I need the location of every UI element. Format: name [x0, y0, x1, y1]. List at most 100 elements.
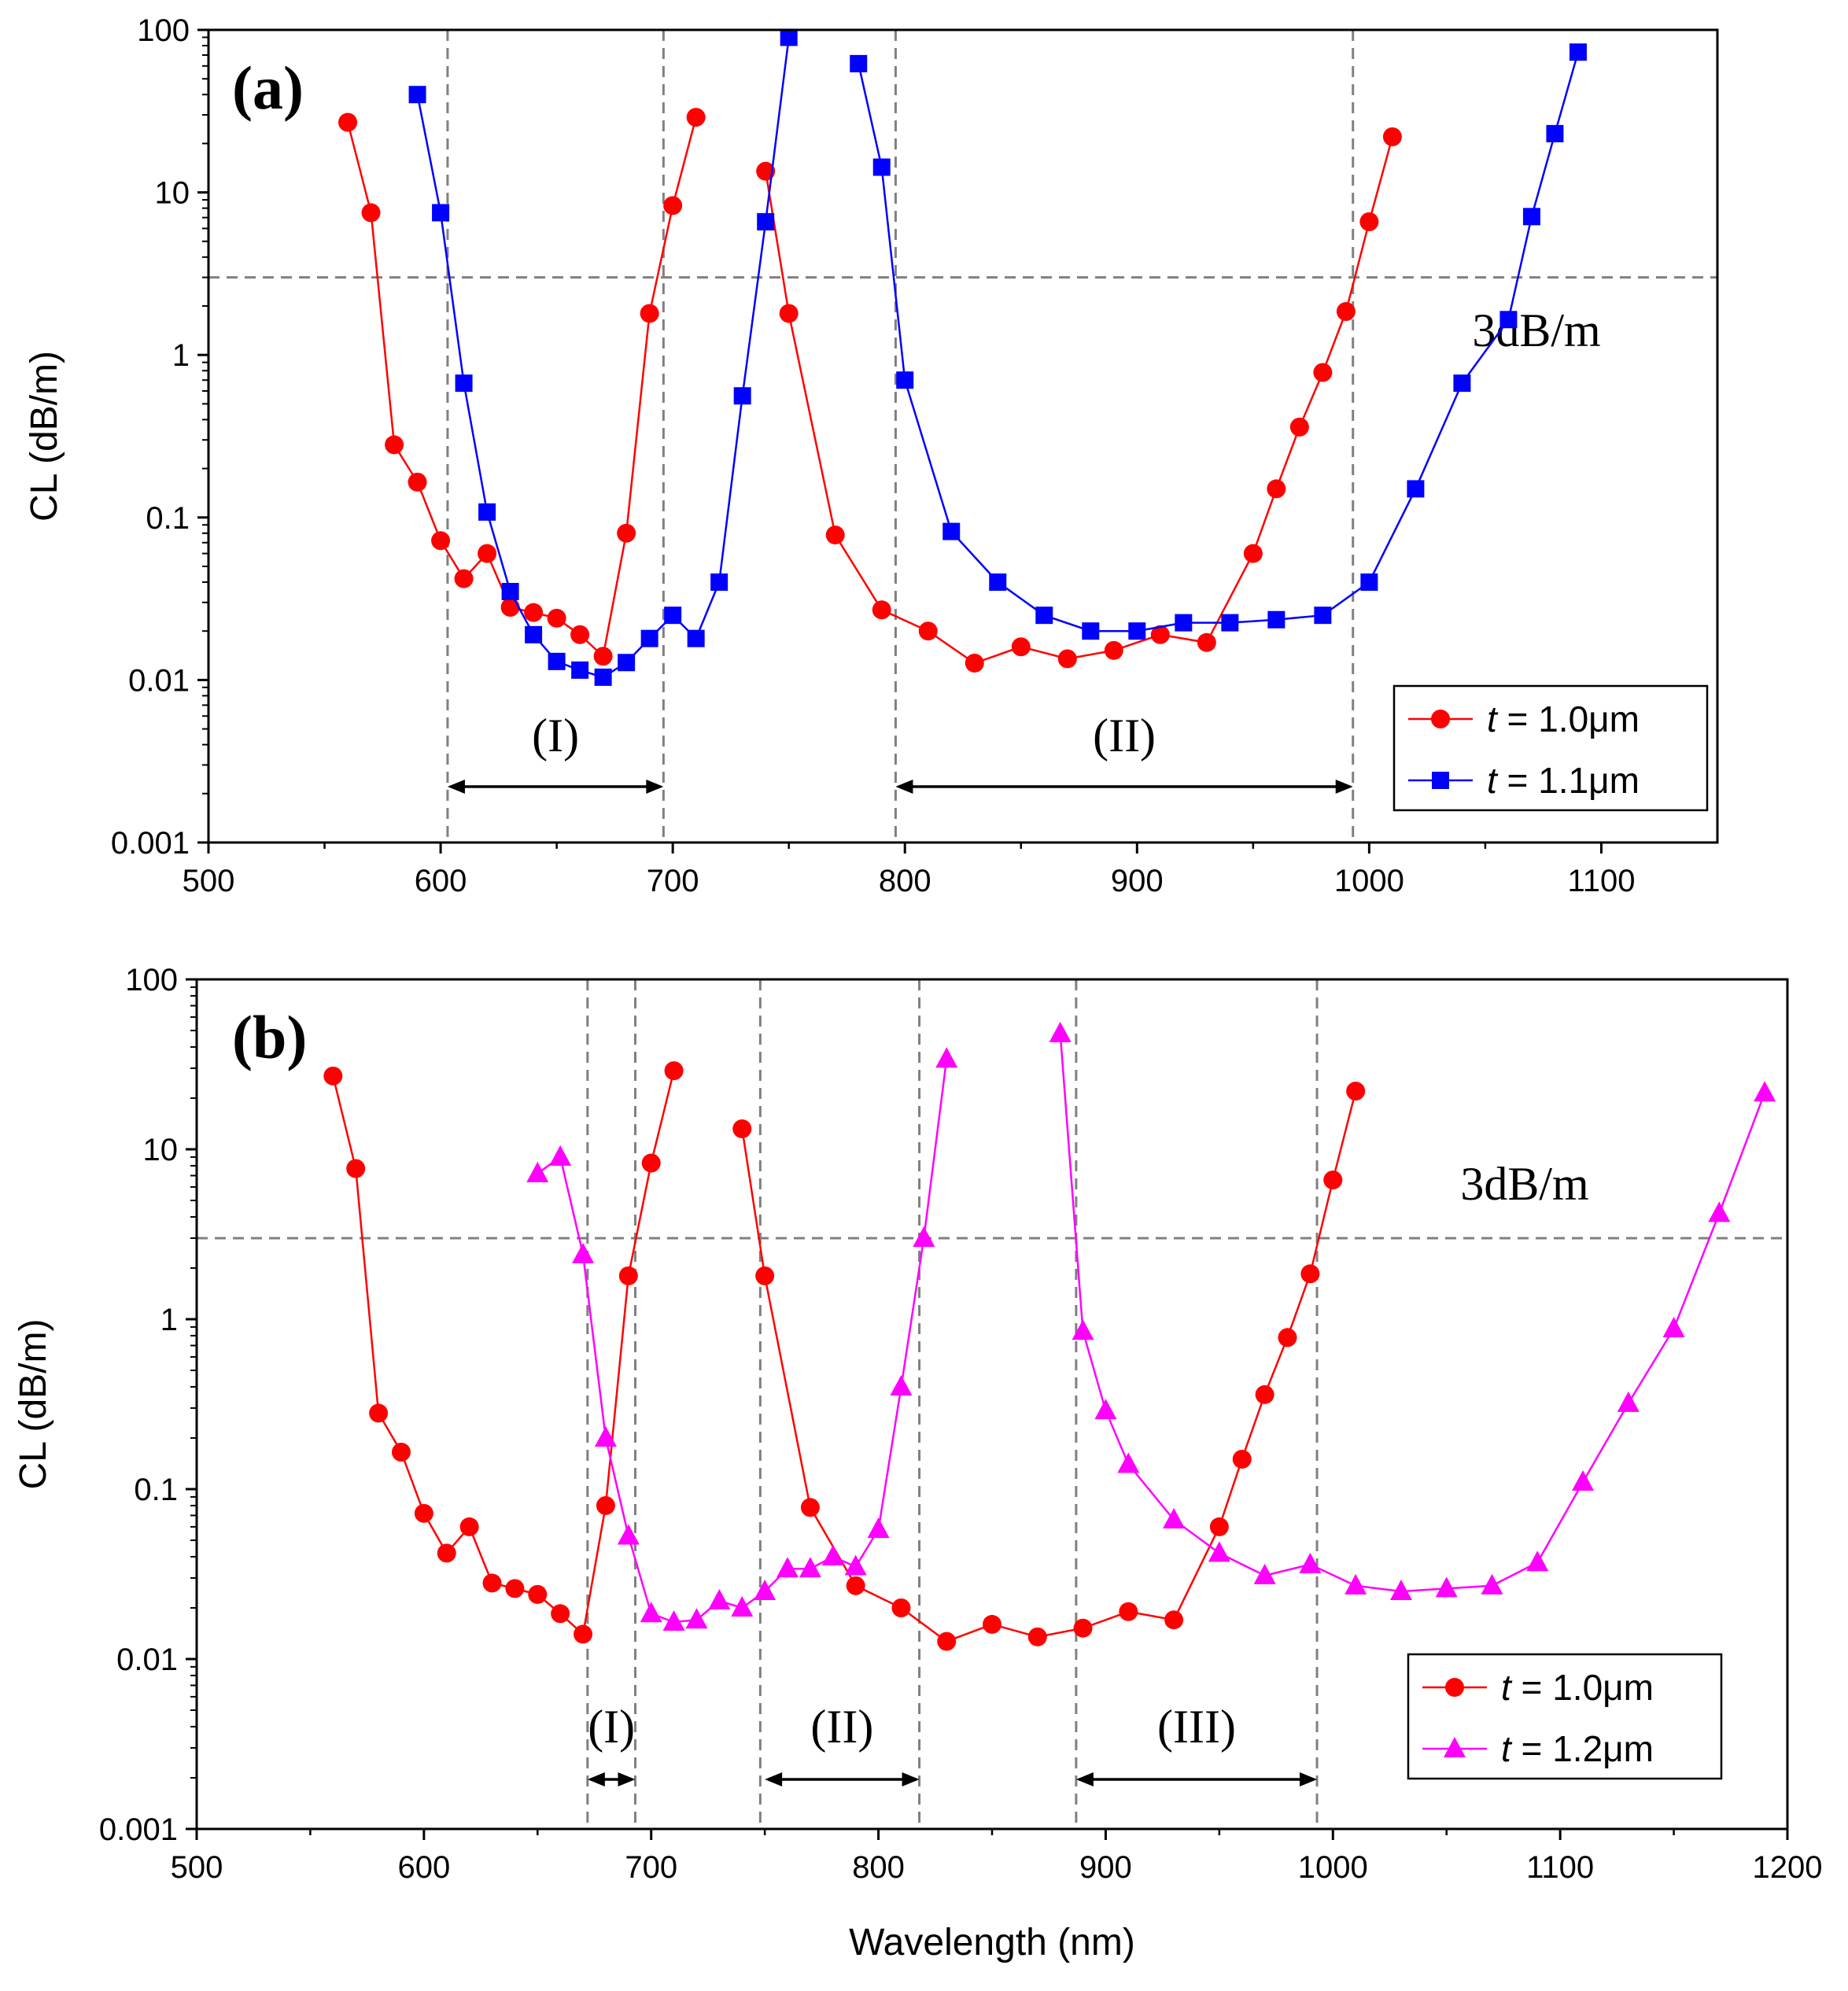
series-1-point	[913, 1226, 935, 1247]
series-0-point	[1243, 544, 1263, 563]
region-arrow-head-right	[618, 1772, 636, 1786]
legend-entry-variable: t	[1501, 1667, 1513, 1708]
series-1-point	[685, 1608, 708, 1629]
series-1-point	[757, 212, 775, 230]
series-1-point	[1163, 1507, 1186, 1528]
legend-box	[1407, 1653, 1723, 1780]
series-1-point	[1314, 607, 1332, 625]
series-1-point	[1617, 1391, 1640, 1412]
series-0-point	[437, 1543, 456, 1563]
y-tick-label: 1	[172, 338, 190, 373]
x-tick-label: 1000	[1298, 1850, 1368, 1885]
x-tick-label: 500	[171, 1850, 223, 1885]
legend-marker	[1445, 1678, 1464, 1697]
legend-entry-value: = 1.0μm	[1497, 699, 1640, 739]
series-1-point	[664, 607, 682, 625]
series-0-point	[686, 108, 706, 127]
series-1-point	[1175, 614, 1193, 632]
series-1-point	[754, 1580, 776, 1601]
series-1-point	[1299, 1552, 1322, 1573]
x-tick-label: 1000	[1334, 864, 1404, 898]
series-0-point	[983, 1614, 1001, 1634]
series-1-point	[799, 1557, 821, 1578]
series-0-point	[1104, 640, 1123, 660]
series-1-point	[850, 54, 868, 72]
series-1-point	[1253, 1563, 1276, 1584]
y-tick-label: 1	[160, 1303, 178, 1337]
x-tick-label: 900	[1111, 864, 1164, 898]
x-tick-label: 1200	[1753, 1850, 1823, 1885]
series-1-point	[1481, 1573, 1503, 1595]
series-0-point	[618, 1266, 638, 1285]
series-0-point	[431, 531, 451, 551]
legend-entry: t = 1.2μm	[1501, 1728, 1654, 1769]
series-0-point	[1267, 479, 1286, 499]
series-0-point	[338, 112, 358, 132]
legend-entry-value: = 1.1μm	[1497, 760, 1640, 801]
series-0-point	[391, 1443, 411, 1462]
series-1-point	[1499, 311, 1518, 329]
series-1-point	[1267, 610, 1285, 629]
region-arrow-head-right	[1300, 1772, 1318, 1786]
series-0-point	[1300, 1264, 1320, 1284]
series-0-point	[1313, 363, 1333, 382]
legend-marker	[1431, 710, 1450, 728]
series-0-point	[640, 304, 659, 323]
series-0-point	[1011, 637, 1031, 657]
panel-a-chart: 3dB/m(I) (II)500 600 700 800 900 1000 11000.001…	[24, 13, 1719, 898]
legend-entry: t = 1.0μm	[1501, 1667, 1654, 1708]
series-1-point	[1360, 573, 1378, 592]
series-1-point	[1094, 1399, 1117, 1420]
series-0-point	[454, 569, 474, 588]
series-0-line	[764, 136, 1394, 665]
x-tick-label: 1100	[1567, 864, 1635, 898]
series-1-point	[478, 503, 496, 521]
series-1-point	[1526, 1550, 1549, 1572]
series-1-point	[896, 371, 914, 389]
series-0-point	[459, 1517, 479, 1536]
series-0-point	[414, 1503, 433, 1523]
series-0-point	[755, 1266, 775, 1285]
series-0-point	[1278, 1328, 1297, 1348]
series-1-point	[640, 629, 658, 647]
region-label: (II)	[1093, 710, 1156, 761]
series-1-point	[1117, 1452, 1140, 1473]
series-0-point	[1164, 1610, 1184, 1630]
y-tick-label: 0.01	[128, 663, 190, 698]
series-1-point	[710, 573, 729, 592]
x-tick-label: 900	[1079, 1850, 1132, 1885]
series-1-point	[526, 1161, 549, 1182]
series-0-point	[891, 1598, 911, 1617]
panel-b-chart: 3dB/m(I) (II) (III)500 600 700 800 900 1000 1100…	[13, 963, 1822, 1963]
series-1-point	[640, 1602, 662, 1623]
x-tick-label: 1100	[1526, 1850, 1594, 1885]
reference-line-label: 3dB/m	[1460, 1158, 1588, 1210]
series-0-point	[408, 472, 427, 492]
series-1-point	[501, 582, 519, 600]
region-arrow-head-left	[1075, 1772, 1094, 1786]
series-1-point	[1049, 1021, 1072, 1042]
series-0-point	[1027, 1627, 1047, 1646]
series-1-point	[1389, 1580, 1412, 1601]
series-1-point	[1708, 1201, 1731, 1222]
region-arrow-head-left	[895, 780, 913, 794]
series-1-point	[549, 1145, 572, 1166]
series-1-point	[662, 1610, 685, 1632]
series-1-point	[731, 1595, 754, 1617]
series-0-line	[332, 1070, 675, 1636]
series-1-point	[821, 1544, 844, 1565]
legend-entry: t = 1.1μm	[1487, 760, 1640, 801]
series-0-point	[596, 1495, 615, 1515]
series-1-point	[548, 652, 566, 670]
series-0-point	[551, 1604, 570, 1624]
series-0-point	[482, 1573, 502, 1593]
legend-marker	[1432, 772, 1449, 789]
series-0-point	[664, 1061, 684, 1081]
y-tick-label: 10	[143, 1133, 179, 1167]
series-0-point	[505, 1579, 525, 1598]
x-tick-label: 800	[879, 864, 931, 898]
series-1-point	[776, 1557, 799, 1578]
series-1-point	[432, 204, 450, 222]
y-tick-label: 10	[155, 176, 190, 211]
